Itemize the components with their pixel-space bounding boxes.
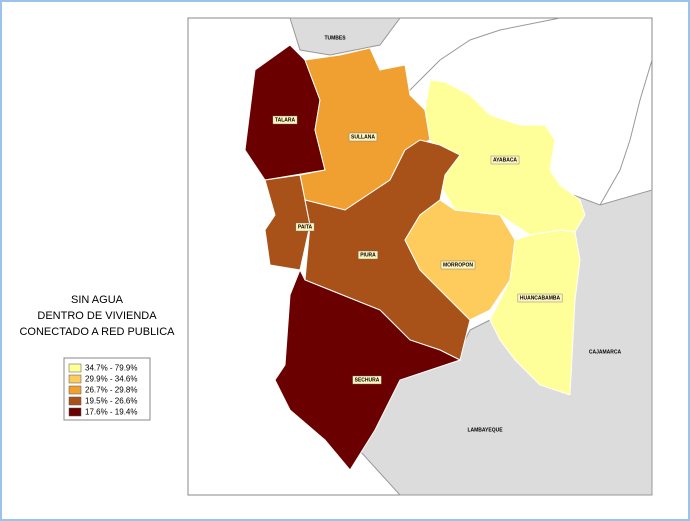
region-label-box: [348, 132, 378, 142]
border-line: [599, 59, 653, 206]
legend-label: 19.5% - 26.6%: [85, 397, 137, 406]
legend-swatch: [68, 374, 82, 384]
legend-label: 17.6% - 19.4%: [85, 408, 137, 417]
legend-label: 26.7% - 29.8%: [85, 386, 137, 395]
region-label-box: [352, 375, 382, 385]
neighbor-label: TUMBES: [324, 35, 346, 41]
region-label-box: [295, 222, 315, 232]
region: [274, 268, 462, 471]
legend-label: 34.7% - 79.9%: [85, 364, 137, 373]
neighbor-label: CAJAMARCA: [589, 349, 622, 355]
region-label-box: [272, 115, 298, 125]
title-line: CONECTADO A RED PUBLICA: [19, 326, 175, 338]
region-label: SULLANA: [351, 134, 375, 140]
region-label-box: [358, 250, 378, 260]
region-label-box: [490, 155, 520, 165]
region-label-box: [440, 260, 476, 270]
legend-swatch: [68, 407, 82, 417]
region-label: AYABACA: [493, 157, 517, 163]
region: [264, 174, 311, 271]
region-label: SECHURA: [355, 377, 380, 383]
title-line: SIN AGUA: [71, 294, 124, 306]
region-label: MORROPON: [443, 262, 473, 268]
legend-swatch: [68, 396, 82, 406]
neighbor-label: LAMBAYEQUE: [467, 427, 503, 433]
title-line: DENTRO DE VIVIENDA: [37, 310, 157, 322]
region-label: TALARA: [275, 117, 296, 123]
region-label: PIURA: [360, 252, 376, 258]
legend-label: 29.9% - 34.6%: [85, 375, 137, 384]
tumbes-area: [289, 17, 401, 56]
region: [489, 229, 581, 396]
legend-swatch: [68, 385, 82, 395]
legend-swatch: [68, 363, 82, 373]
region-label: PAITA: [298, 224, 313, 230]
border-line: [399, 17, 561, 101]
region-label: HUANCABAMBA: [520, 295, 561, 301]
region-label-box: [517, 293, 563, 303]
